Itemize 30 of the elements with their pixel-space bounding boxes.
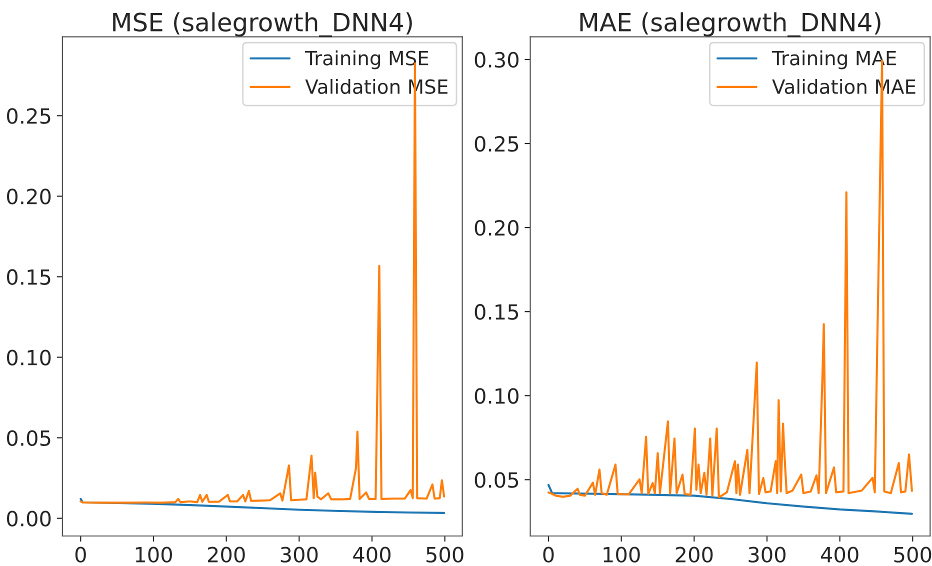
x-tick-label: 200 <box>676 546 713 563</box>
y-tick-label: 0.25 <box>474 136 518 152</box>
y-tick-label: 0.15 <box>7 269 50 285</box>
legend-label: Training MSE <box>305 50 428 70</box>
x-tick-label: 500 <box>894 546 932 563</box>
y-tick-label: 0.10 <box>474 388 518 404</box>
y-tick-label: 0.05 <box>474 472 518 488</box>
x-tick-label: 500 <box>426 546 464 563</box>
y-tick-label: 0.20 <box>7 188 51 204</box>
x-tick-label: 0 <box>75 546 86 563</box>
x-tick-label: 200 <box>208 546 245 563</box>
y-tick-label: 0.10 <box>7 350 51 366</box>
legend-label: Training MAE <box>772 50 896 70</box>
y-tick-label: 0.20 <box>474 220 518 236</box>
x-tick-label: 100 <box>604 546 640 563</box>
line-series <box>80 498 446 514</box>
line-series <box>547 484 913 515</box>
x-tick-label: 100 <box>136 546 172 563</box>
y-tick-label: 0.05 <box>7 430 50 446</box>
y-tick-label: 0.30 <box>474 52 518 68</box>
x-tick-label: 400 <box>820 546 858 563</box>
y-tick-label: 0.15 <box>474 304 518 320</box>
y-tick-label: 0.00 <box>7 510 51 526</box>
x-tick-label: 300 <box>280 546 318 563</box>
x-tick-label: 300 <box>748 546 786 563</box>
y-tick-label: 0.25 <box>7 108 50 124</box>
x-tick-label: 0 <box>543 546 554 563</box>
x-tick-label: 400 <box>353 546 390 563</box>
chart-title: MAE (salegrowth_DNN4) <box>580 12 880 38</box>
chart-title: MSE (salegrowth_DNN4) <box>113 12 412 38</box>
